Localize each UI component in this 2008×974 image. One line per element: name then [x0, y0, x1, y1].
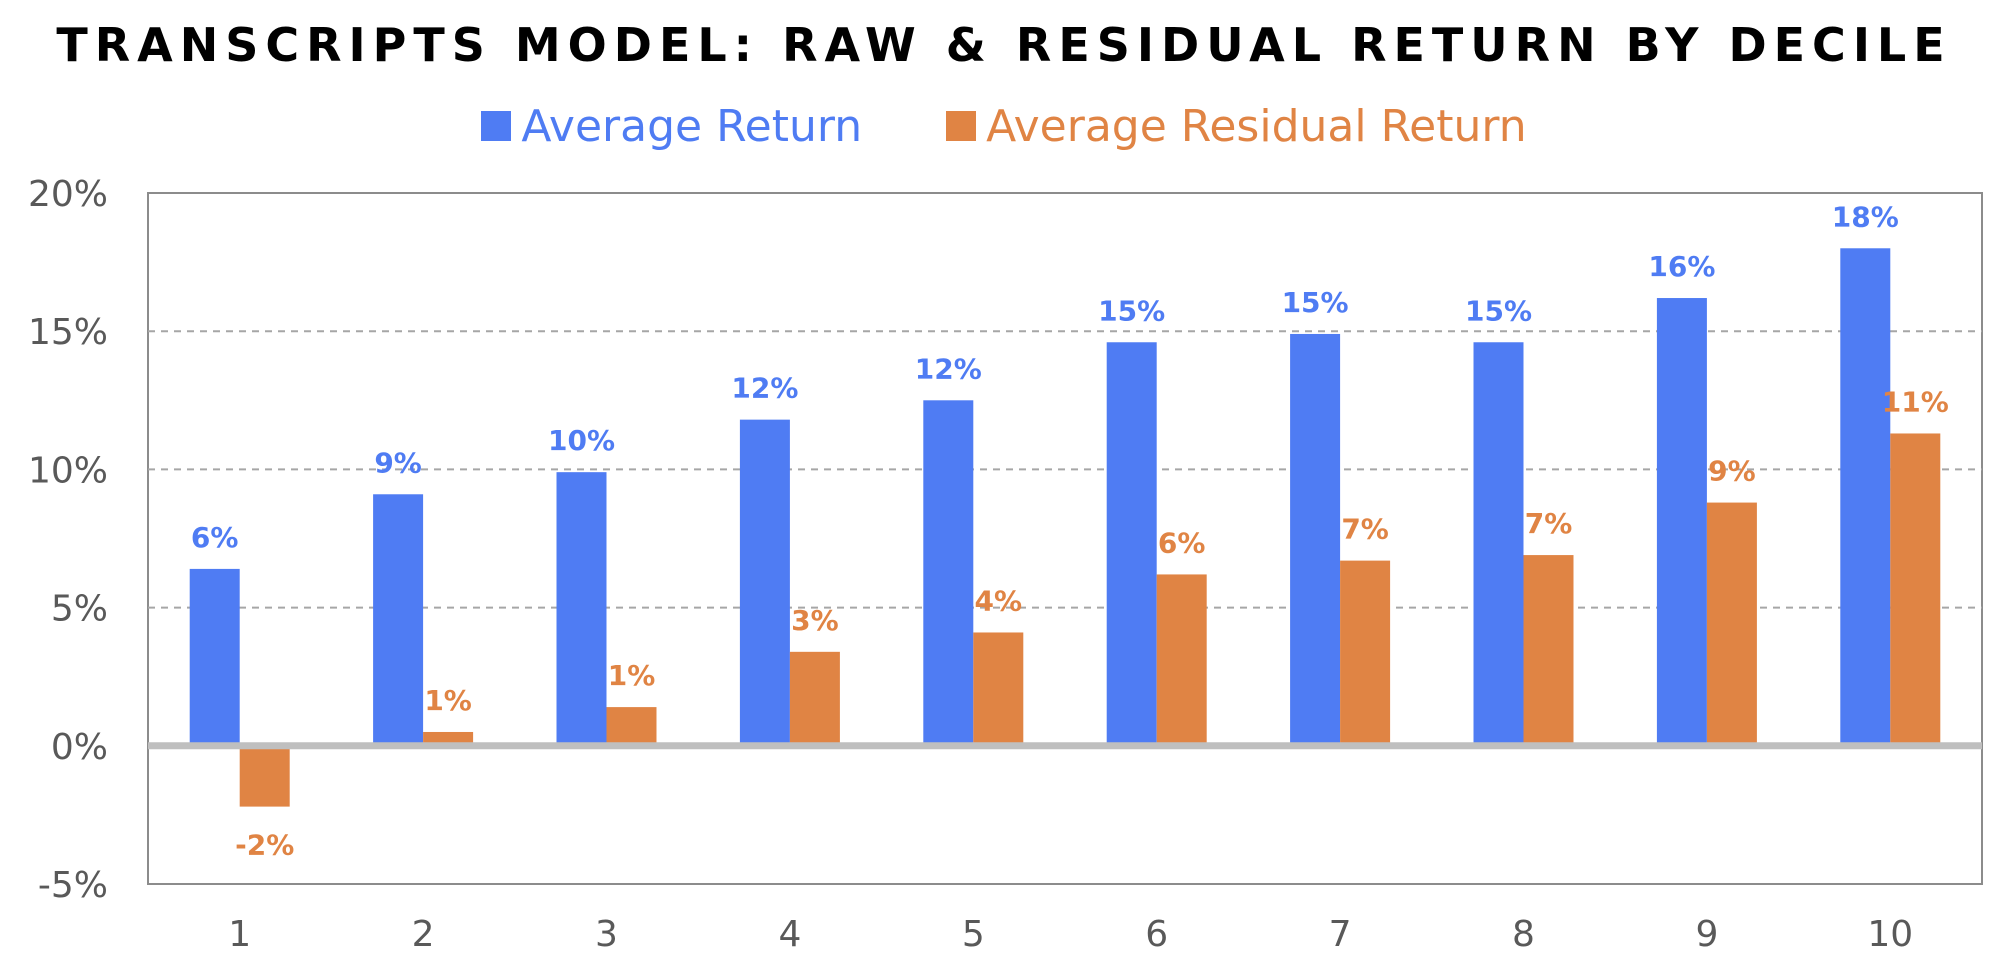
x-tick-label: 8 [1512, 914, 1535, 955]
data-label: 15% [1465, 294, 1532, 327]
x-tick-label: 7 [1329, 914, 1352, 955]
bar-average-return [1473, 342, 1524, 746]
chart-title: TRANSCRIPTS MODEL: RAW & RESIDUAL RETURN… [56, 18, 1952, 72]
data-label: 12% [731, 372, 798, 405]
y-tick-label: -5% [38, 865, 108, 906]
bar-average-return [1840, 248, 1891, 746]
data-label: 6% [191, 521, 239, 554]
bar-average-residual-return [1523, 555, 1574, 746]
data-label: 15% [1098, 294, 1165, 327]
x-tick-label: 1 [228, 914, 251, 955]
data-label: 4% [975, 584, 1023, 617]
data-label: 9% [374, 446, 422, 479]
legend-item-average-return: Average Return [481, 101, 862, 152]
legend-label-average-residual-return: Average Residual Return [986, 100, 1527, 152]
x-tick-label: 10 [1867, 914, 1913, 955]
data-label: 12% [915, 352, 982, 385]
data-label: 7% [1341, 513, 1389, 546]
bar-average-return [373, 494, 424, 746]
legend-swatch-average-return [481, 111, 512, 141]
data-label: 18% [1832, 200, 1899, 233]
legend: Average Return Average Residual Return [0, 96, 2008, 156]
y-tick-label: 15% [28, 312, 108, 353]
bar-average-return [739, 419, 790, 746]
y-tick-label: 20% [28, 174, 108, 215]
bar-average-return [556, 472, 607, 746]
bar-average-residual-return [1340, 560, 1391, 746]
x-tick-label: 5 [962, 914, 985, 955]
bar-average-residual-return [606, 707, 657, 746]
legend-item-average-residual-return: Average Residual Return [946, 100, 1527, 152]
data-label: 16% [1648, 250, 1715, 283]
data-label: 3% [791, 604, 839, 637]
bar-average-return [189, 568, 240, 746]
data-label: 1% [424, 684, 472, 717]
bar-average-residual-return [789, 651, 840, 746]
data-label: 15% [1282, 286, 1349, 319]
legend-swatch-average-residual-return [946, 111, 977, 141]
data-label: 6% [1158, 526, 1206, 559]
x-tick-label: 6 [1145, 914, 1168, 955]
legend-label-average-return: Average Return [521, 100, 863, 152]
data-label: 7% [1525, 507, 1573, 540]
x-tick-label: 9 [1695, 914, 1718, 955]
bar-average-return [1290, 333, 1341, 746]
bar-average-residual-return [1706, 502, 1757, 746]
bar-average-residual-return [973, 632, 1024, 746]
bar-average-residual-return [239, 745, 290, 807]
y-tick-label: 10% [28, 450, 108, 491]
data-label: 11% [1882, 385, 1949, 418]
bar-average-return [1106, 342, 1157, 746]
bar-average-residual-return [1156, 574, 1207, 746]
data-label: -2% [235, 829, 294, 862]
bar-average-residual-return [1890, 433, 1941, 746]
x-tick-label: 4 [778, 914, 801, 955]
x-tick-label: 2 [412, 914, 435, 955]
bar-average-return [1656, 298, 1707, 746]
plot-frame [147, 192, 1983, 885]
data-label: 9% [1708, 455, 1756, 488]
bar-average-return [923, 400, 974, 746]
x-tick-label: 3 [595, 914, 618, 955]
data-label: 10% [548, 424, 615, 457]
data-label: 1% [608, 659, 656, 692]
y-tick-label: 5% [51, 589, 108, 630]
y-tick-label: 0% [51, 727, 108, 768]
